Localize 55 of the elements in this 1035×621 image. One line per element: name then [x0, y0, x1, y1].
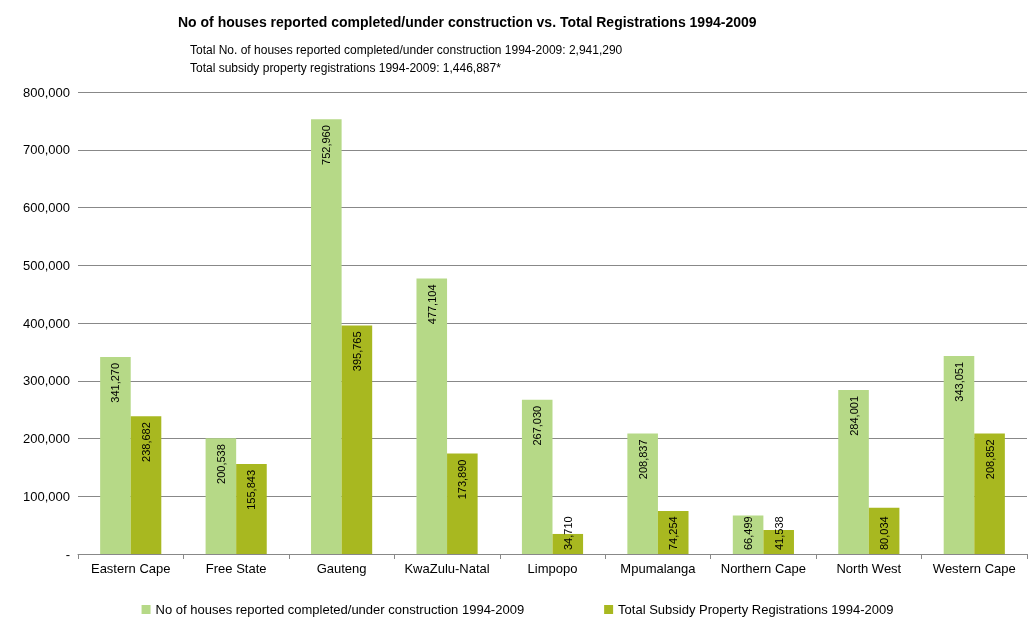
data-label: 41,538: [772, 516, 785, 550]
chart-title: No of houses reported completed/under construction vs. Total Registrations 1994-2009: [178, 14, 757, 30]
bar: [100, 356, 131, 554]
bar: [627, 433, 658, 554]
bar: [943, 355, 975, 554]
y-tick-label: 500,000: [23, 257, 70, 273]
bar: [311, 119, 342, 554]
x-tick-label: Mpumalanga: [620, 561, 697, 576]
bar: [416, 278, 448, 554]
x-tick-label: KwaZulu-Natal: [404, 561, 490, 576]
data-label: 200,538: [214, 444, 227, 484]
y-tick-label: 300,000: [23, 373, 70, 389]
x-tick-label: Northern Cape: [720, 561, 807, 576]
text: Total subsidy property registrations 1994-2009: 1,446,887*: [190, 61, 502, 75]
data-label: 173,890: [456, 459, 469, 500]
bar: [341, 325, 373, 554]
legend-label: No of houses reported completed/under construction 1994-2009: [155, 602, 525, 617]
data-label: 477,104: [425, 284, 438, 325]
chart-subtitle: Total No. of houses reported completed/under construction 1994-2009: 2,941,290: [190, 43, 623, 57]
bar: [974, 433, 1005, 554]
x-tick-label: Free State: [205, 561, 267, 576]
x-tick-label: North West: [836, 561, 902, 576]
data-label: 80,034: [878, 516, 891, 550]
data-label: 208,852: [983, 439, 996, 480]
bar: [521, 399, 553, 554]
y-tick-label: 800,000: [23, 84, 70, 100]
data-label: 238,682: [140, 422, 153, 462]
data-label: 267,030: [531, 405, 544, 446]
legend-label: Total Subsidy Property Registrations 1994-2009: [618, 602, 894, 617]
bar: [205, 438, 237, 554]
bar: [838, 389, 869, 554]
y-tick-label: 600,000: [23, 200, 70, 215]
data-label: 284,001: [847, 395, 860, 436]
data-label: 34,710: [561, 516, 574, 550]
bar: [236, 464, 267, 554]
y-tick-label: 100,000: [23, 488, 70, 504]
x-tick-label: Eastern Cape: [90, 561, 171, 576]
y-tick-label: 700,000: [23, 142, 70, 158]
bar: [657, 511, 689, 554]
y-tick-label: -: [65, 546, 70, 562]
x-tick-label: Gauteng: [316, 561, 367, 576]
data-label: 752,960: [320, 125, 333, 165]
y-tick-label: 200,000: [23, 431, 70, 446]
data-label: 74,254: [667, 516, 680, 550]
x-tick-label: Western Cape: [932, 561, 1016, 576]
x-tick-label: Limpopo: [527, 561, 578, 576]
data-label: 66,499: [742, 516, 755, 550]
data-label: 395,765: [350, 331, 363, 372]
data-label: 155,843: [245, 470, 258, 510]
y-tick-label: 400,000: [23, 315, 70, 331]
data-label: 343,051: [952, 361, 965, 402]
data-label: 341,270: [109, 362, 122, 403]
bar: [130, 416, 162, 554]
bar: [447, 453, 478, 554]
data-label: 208,837: [636, 439, 649, 480]
